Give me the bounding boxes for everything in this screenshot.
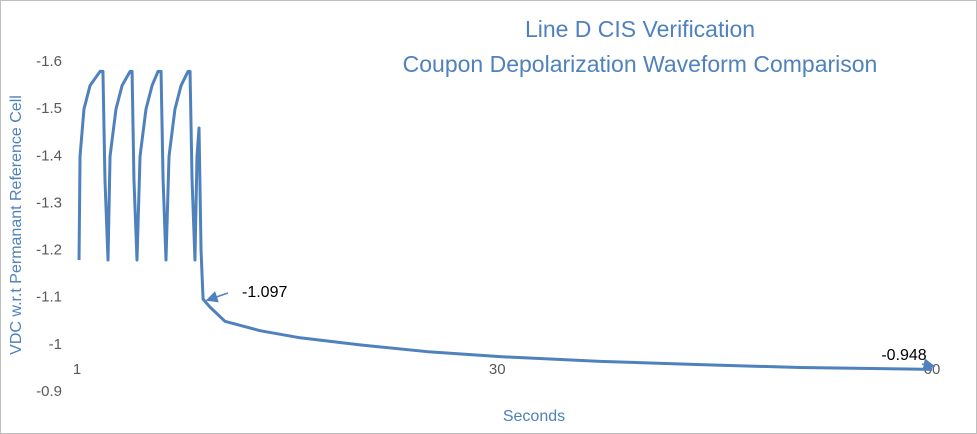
y-tick-label: -1.3	[36, 194, 62, 211]
chart-subtitle: Coupon Depolarization Waveform Compariso…	[403, 51, 878, 77]
x-axis-title: Seconds	[503, 408, 565, 425]
y-tick-label: -0.9	[36, 383, 62, 400]
y-tick-label: -1.6	[36, 53, 62, 70]
y-tick-label: -1.2	[36, 242, 62, 259]
x-tick-label: 1	[73, 361, 81, 378]
x-tick-label: 30	[489, 361, 506, 378]
data-line	[77, 69, 933, 371]
y-tick-label: -1	[49, 336, 62, 353]
chart-title: Line D CIS Verification	[525, 16, 755, 42]
y-tick-label: -1.4	[36, 147, 62, 164]
annotation: -0.948	[881, 347, 926, 364]
y-axis-title: VDC w.r.t Permanant Reference Cell	[8, 95, 25, 355]
annotation-arrow	[205, 291, 229, 303]
y-tick-label: -1.1	[36, 289, 62, 306]
annotation: -1.097	[242, 284, 287, 301]
y-tick-label: -1.5	[36, 100, 62, 117]
annotation-arrow	[921, 358, 936, 371]
